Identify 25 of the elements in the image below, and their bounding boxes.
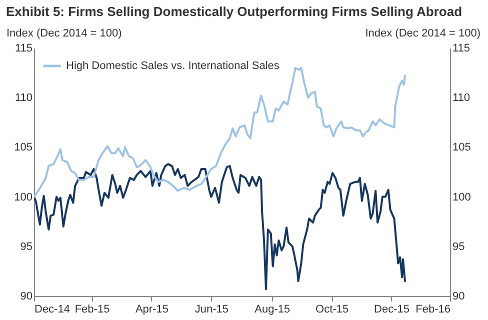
x-tick-label: Dec-14	[34, 304, 70, 316]
chart-title: Exhibit 5: Firms Selling Domestically Outperforming Firms Selling Abroad	[6, 4, 462, 19]
y2-tick-label: 100	[452, 191, 471, 204]
y-tick-label: 110	[14, 92, 32, 104]
y2-tick-label: 95	[452, 240, 465, 253]
y2-axis-title: Index (Dec 2014 = 100)	[365, 28, 480, 40]
y2-tick-label: 90	[452, 290, 465, 302]
y-tick-label: 100	[14, 191, 32, 204]
x-tick-label: Apr-15	[135, 304, 168, 316]
y2-tick-label: 115	[452, 42, 470, 54]
y-tick-label: 105	[14, 142, 32, 154]
y-tick-label: 90	[20, 290, 32, 302]
x-tick-label: Jun-15	[194, 304, 228, 316]
x-tick-label: Dec-15	[374, 304, 410, 316]
line-series	[34, 163, 406, 290]
y-tick-label: 95	[20, 240, 32, 253]
y-tick-label: 115	[14, 42, 32, 54]
x-tick-label: Oct-15	[316, 304, 349, 316]
legend-label: High Domestic Sales vs. International Sales	[66, 60, 280, 72]
x-tick-label: Aug-15	[254, 304, 290, 316]
x-tick-label: Feb-16	[416, 304, 450, 316]
y2-tick-label: 105	[452, 142, 471, 154]
y2-tick-label: 110	[452, 92, 470, 104]
x-tick-label: Feb-15	[74, 304, 110, 316]
y-axis-title: Index (Dec 2014 = 100)	[6, 28, 122, 40]
